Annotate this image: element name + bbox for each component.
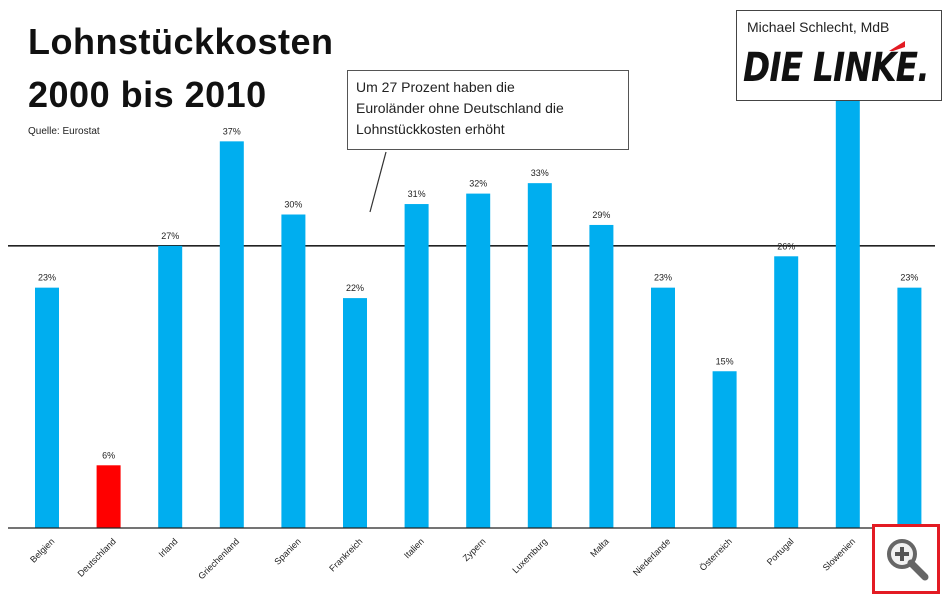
bar-1 xyxy=(96,465,121,528)
data-label-3: 37% xyxy=(223,126,241,136)
data-label-4: 30% xyxy=(284,200,302,210)
bar-7 xyxy=(466,193,491,528)
data-label-11: 15% xyxy=(716,356,734,366)
data-label-12: 26% xyxy=(777,241,795,251)
bar-10 xyxy=(651,287,675,528)
category-label-4: Spanien xyxy=(272,536,302,566)
bar-8 xyxy=(527,183,552,528)
category-label-13: Slowenien xyxy=(821,536,857,572)
bar-3 xyxy=(219,141,244,528)
party-logo: Michael Schlecht, MdB DIE LINKE. xyxy=(736,10,942,101)
category-label-12: Portugal xyxy=(765,536,796,567)
data-label-6: 31% xyxy=(408,189,426,199)
category-label-10: Niederlande xyxy=(631,536,672,577)
bar-5 xyxy=(343,298,367,528)
callout-pointer xyxy=(369,151,387,213)
chart-title-line2: 2000 bis 2010 xyxy=(28,74,267,115)
category-label-0: Belgien xyxy=(28,536,56,564)
category-label-5: Frankreich xyxy=(327,536,364,573)
data-label-2: 27% xyxy=(161,231,179,241)
bar-9 xyxy=(589,224,614,528)
data-label-0: 23% xyxy=(38,273,56,283)
callout-line: Lohnstückkosten erhöht xyxy=(356,121,505,137)
bar-6 xyxy=(404,204,429,529)
data-label-8: 33% xyxy=(531,168,549,178)
data-label-9: 29% xyxy=(592,210,610,220)
category-label-11: Österreich xyxy=(698,536,734,572)
chart-title-line1: Lohnstückkosten xyxy=(28,21,334,62)
category-label-6: Italien xyxy=(402,536,426,560)
logo-brand: DIE LINKE. xyxy=(743,45,930,91)
callout-box: Um 27 Prozent haben die Euroländer ohne … xyxy=(347,70,629,150)
callout-line: Um 27 Prozent haben die xyxy=(356,79,515,95)
callout-line: Euroländer ohne Deutschland die xyxy=(356,100,564,116)
bar-4 xyxy=(281,214,306,528)
data-label-10: 23% xyxy=(654,273,672,283)
category-label-7: Zypern xyxy=(461,536,488,563)
source-label: Quelle: Eurostat xyxy=(28,126,100,137)
bar-12 xyxy=(774,256,799,528)
category-label-3: Griechenland xyxy=(196,536,241,581)
bar-0 xyxy=(35,287,59,528)
category-label-8: Luxemburg xyxy=(510,536,549,575)
bar-2 xyxy=(158,245,183,528)
category-label-2: Irland xyxy=(157,536,180,559)
data-label-7: 32% xyxy=(469,179,487,189)
bar-11 xyxy=(712,371,737,528)
data-label-14: 23% xyxy=(900,273,918,283)
category-label-1: Deutschland xyxy=(76,536,118,578)
zoom-in-magnifier-icon xyxy=(887,539,929,581)
data-label-5: 22% xyxy=(346,283,364,293)
category-label-9: Malta xyxy=(588,536,611,559)
bar-13 xyxy=(835,98,860,528)
logo-author: Michael Schlecht, MdB xyxy=(747,19,890,35)
data-label-1: 6% xyxy=(102,450,115,460)
logo-red-flag-icon xyxy=(889,41,905,51)
bar-14 xyxy=(897,287,922,528)
zoom-in-button[interactable] xyxy=(872,524,940,594)
